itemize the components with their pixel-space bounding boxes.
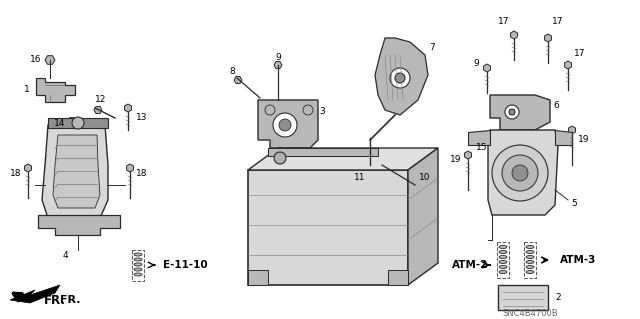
Circle shape <box>303 105 313 115</box>
Ellipse shape <box>526 271 534 273</box>
Polygon shape <box>258 100 318 148</box>
Text: 1: 1 <box>24 85 30 94</box>
Bar <box>132 249 144 280</box>
Ellipse shape <box>526 256 534 258</box>
Circle shape <box>279 119 291 131</box>
Ellipse shape <box>499 250 507 254</box>
Text: ATM-2: ATM-2 <box>452 260 488 270</box>
Ellipse shape <box>499 256 507 258</box>
Polygon shape <box>408 148 438 285</box>
Polygon shape <box>491 144 501 152</box>
Polygon shape <box>234 77 242 84</box>
Circle shape <box>265 105 275 115</box>
Bar <box>498 285 548 310</box>
Circle shape <box>502 155 538 191</box>
Text: 16: 16 <box>30 55 42 63</box>
Bar <box>497 242 509 278</box>
Text: 8: 8 <box>229 68 235 77</box>
Circle shape <box>273 113 297 137</box>
Polygon shape <box>53 135 100 208</box>
Text: 12: 12 <box>95 95 107 105</box>
Bar <box>248 170 408 285</box>
Text: 17: 17 <box>499 18 509 26</box>
Polygon shape <box>38 215 120 235</box>
Text: 18: 18 <box>136 168 148 177</box>
Polygon shape <box>94 107 102 114</box>
Polygon shape <box>48 118 108 128</box>
Circle shape <box>512 165 528 181</box>
Bar <box>268 148 378 156</box>
Polygon shape <box>465 151 472 159</box>
Text: 9: 9 <box>275 53 281 62</box>
Text: 19: 19 <box>579 136 589 145</box>
Circle shape <box>72 117 84 129</box>
Polygon shape <box>125 104 131 112</box>
Text: 17: 17 <box>552 18 564 26</box>
Text: E-11-10: E-11-10 <box>163 260 207 270</box>
Bar <box>524 242 536 278</box>
Ellipse shape <box>134 268 142 271</box>
Polygon shape <box>511 31 518 39</box>
Text: 4: 4 <box>62 251 68 261</box>
Polygon shape <box>248 270 268 285</box>
Ellipse shape <box>134 273 142 276</box>
Ellipse shape <box>499 261 507 263</box>
Text: 17: 17 <box>574 49 586 58</box>
Text: 18: 18 <box>10 168 22 177</box>
Ellipse shape <box>499 246 507 249</box>
Text: 9: 9 <box>473 60 479 69</box>
Text: 5: 5 <box>571 198 577 207</box>
Polygon shape <box>488 130 558 215</box>
Text: 7: 7 <box>429 43 435 53</box>
Text: ATM-3: ATM-3 <box>560 255 596 265</box>
Text: 11: 11 <box>355 174 365 182</box>
Text: FR.: FR. <box>44 293 66 307</box>
Polygon shape <box>248 148 438 170</box>
Text: 6: 6 <box>553 100 559 109</box>
Text: 13: 13 <box>136 114 148 122</box>
Text: 3: 3 <box>319 108 325 116</box>
Polygon shape <box>468 130 490 145</box>
Circle shape <box>390 68 410 88</box>
Circle shape <box>395 73 405 83</box>
Polygon shape <box>24 164 31 172</box>
Ellipse shape <box>526 265 534 269</box>
Ellipse shape <box>526 250 534 254</box>
Polygon shape <box>45 56 55 64</box>
Text: FR.: FR. <box>60 295 80 305</box>
Polygon shape <box>274 62 282 69</box>
Text: 14: 14 <box>54 120 66 129</box>
Polygon shape <box>67 118 77 126</box>
Circle shape <box>274 152 286 164</box>
Polygon shape <box>42 125 108 218</box>
Ellipse shape <box>134 263 142 266</box>
Ellipse shape <box>526 261 534 263</box>
Circle shape <box>492 145 548 201</box>
Ellipse shape <box>499 265 507 269</box>
Polygon shape <box>545 34 552 42</box>
Text: 2: 2 <box>555 293 561 302</box>
Polygon shape <box>127 164 134 172</box>
Polygon shape <box>490 95 550 130</box>
Text: 15: 15 <box>476 144 488 152</box>
Polygon shape <box>564 61 572 69</box>
Circle shape <box>505 105 519 119</box>
Text: 19: 19 <box>451 155 461 165</box>
Text: SNC4B4700B: SNC4B4700B <box>502 308 558 317</box>
Polygon shape <box>388 270 408 285</box>
Circle shape <box>509 109 515 115</box>
Text: 10: 10 <box>419 174 431 182</box>
Polygon shape <box>10 285 60 303</box>
Ellipse shape <box>134 258 142 261</box>
Polygon shape <box>484 64 490 72</box>
Polygon shape <box>36 78 75 102</box>
Polygon shape <box>568 126 575 134</box>
Polygon shape <box>365 161 375 169</box>
Ellipse shape <box>134 253 142 256</box>
Polygon shape <box>410 184 420 192</box>
Polygon shape <box>375 38 428 115</box>
Ellipse shape <box>526 246 534 249</box>
Polygon shape <box>555 130 572 145</box>
Ellipse shape <box>499 271 507 273</box>
